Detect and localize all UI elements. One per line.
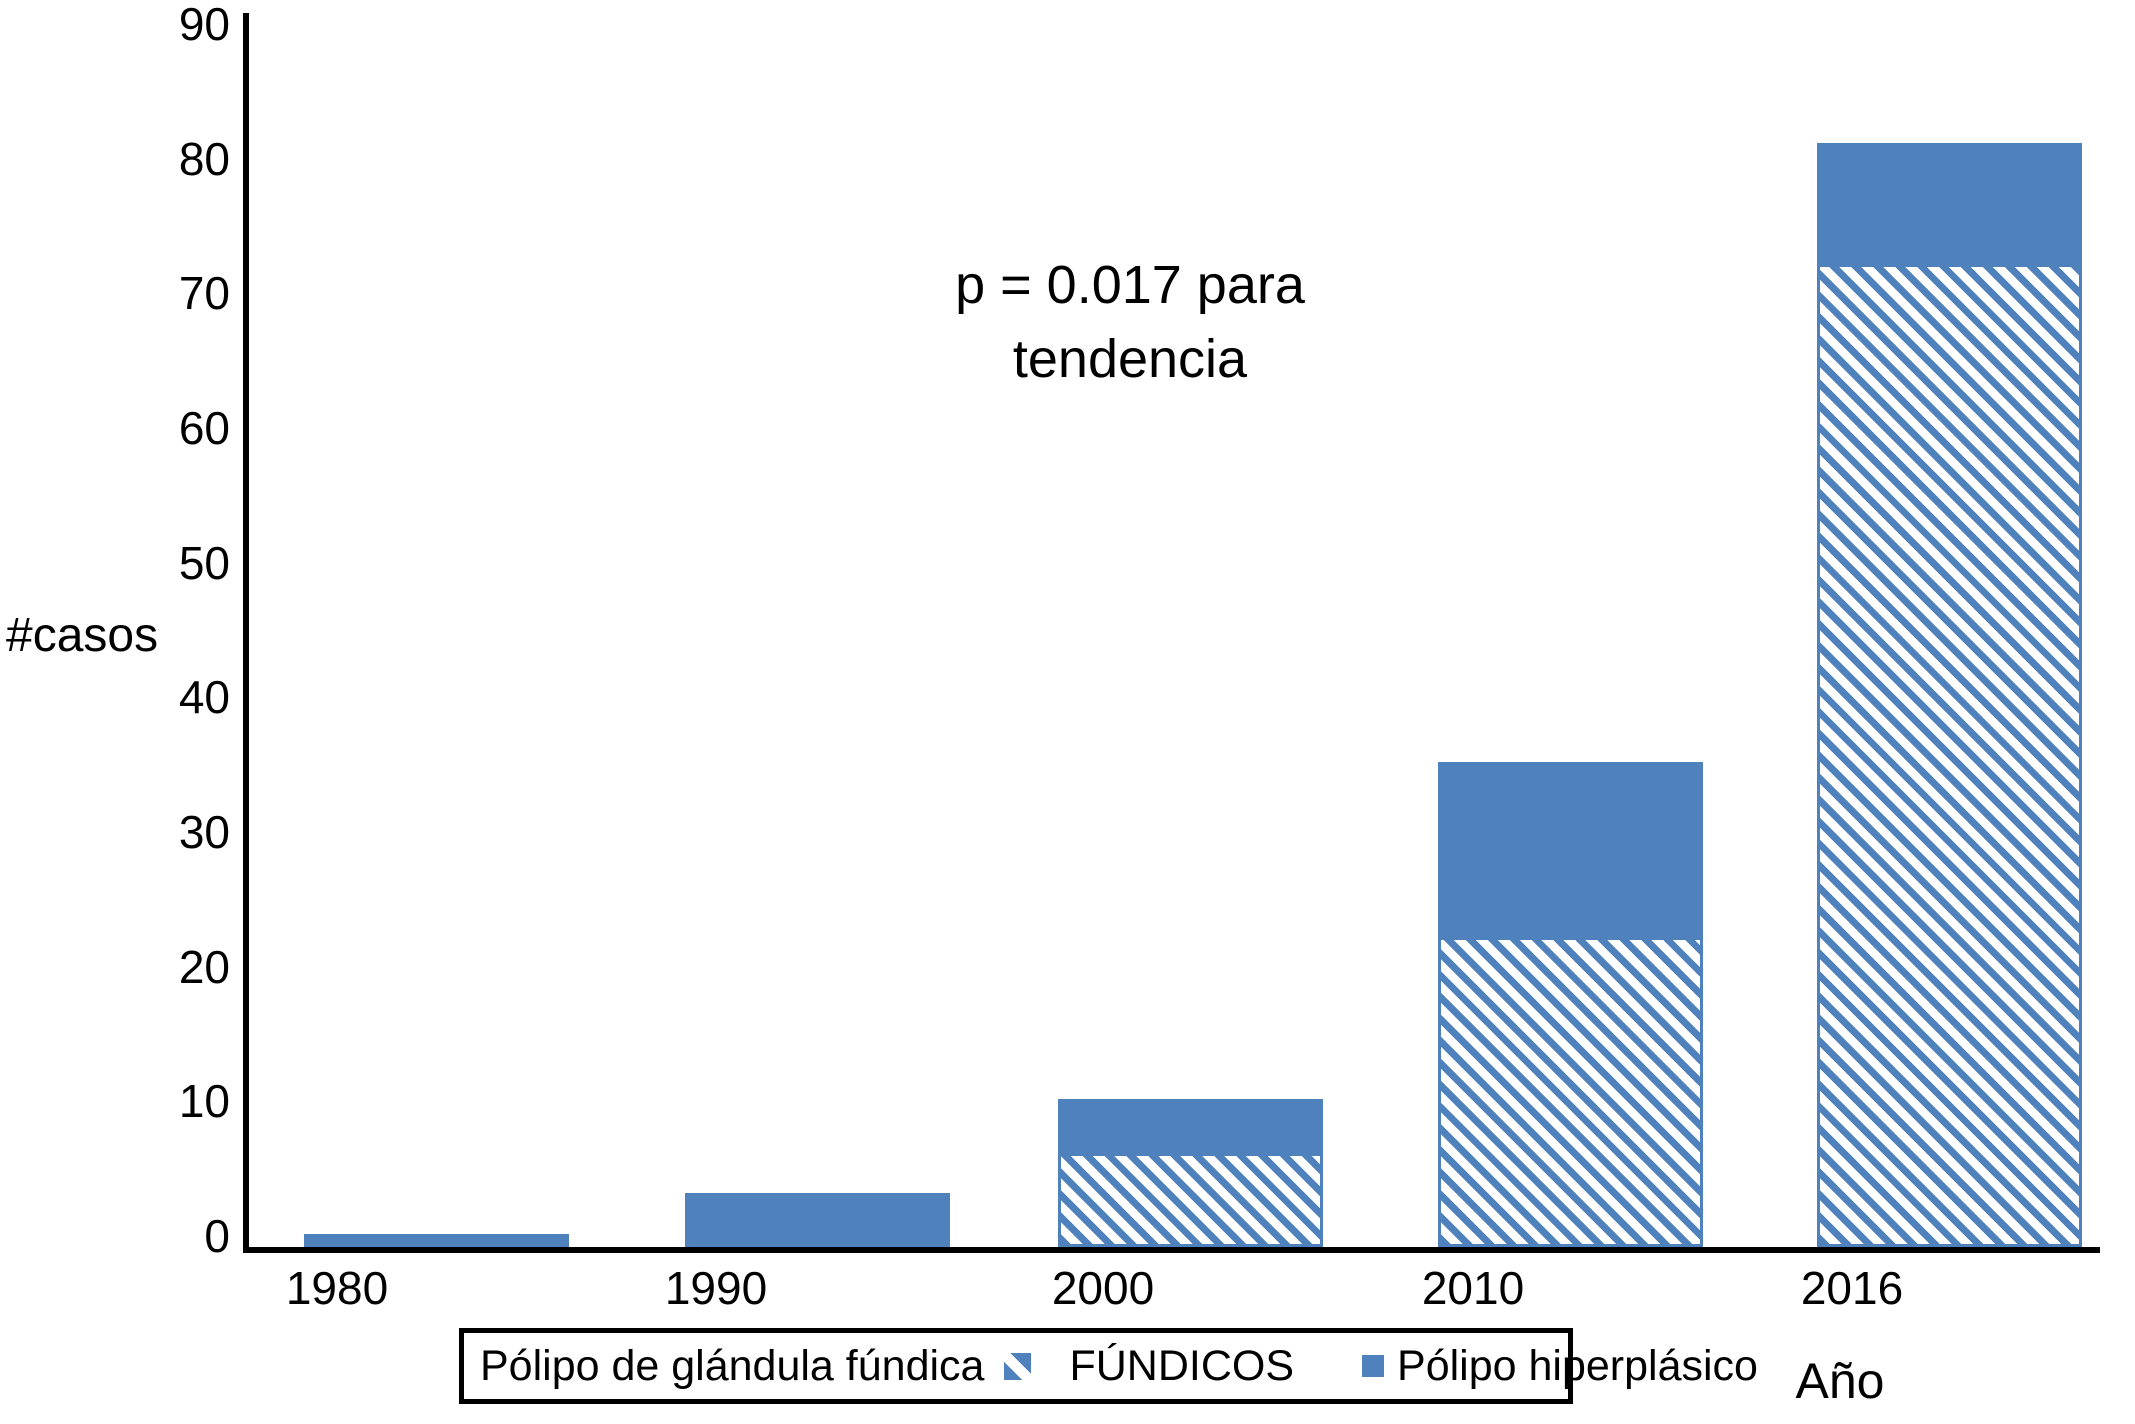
x-tick-label-1980: 1980	[285, 1262, 389, 1314]
solid-swatch-icon	[1362, 1355, 1385, 1377]
y-tick-label-70: 70	[178, 267, 230, 320]
y-tick-label-80: 80	[178, 132, 230, 185]
y-tick-label-60: 60	[178, 401, 230, 454]
bar-2010-hiperplasico-segment	[1438, 762, 1703, 937]
y-axis-title: #casos	[6, 609, 159, 662]
x-axis-line	[243, 1247, 2100, 1253]
y-tick-label-30: 30	[178, 805, 230, 858]
y-tick-label-10: 10	[178, 1075, 230, 1128]
y-axis-line	[243, 13, 249, 1253]
p-value-annotation-line1: p = 0.017 para	[955, 255, 1305, 315]
bar-2016-fundicos-segment	[1817, 264, 2082, 1247]
x-tick-label-2010: 2010	[1421, 1262, 1525, 1314]
y-tick-label-50: 50	[178, 536, 230, 589]
p-value-annotation-line2: tendencia	[1012, 329, 1248, 389]
legend-series1-marker-label: FÚNDICOS	[1069, 1341, 1295, 1390]
legend-series1-label: Pólipo de glándula fúndica	[480, 1341, 985, 1390]
x-tick-label-2016: 2016	[1800, 1262, 1904, 1314]
y-tick-label-90: 90	[178, 0, 230, 50]
bar-2000-fundicos-segment	[1058, 1153, 1323, 1247]
legend-series2-label: Pólipo hiperplásico	[1397, 1341, 1758, 1390]
bar-2010-fundicos-segment	[1438, 937, 1703, 1247]
bar-2000-hiperplasico-segment	[1058, 1099, 1323, 1153]
p-value-annotation: p = 0.017 para tendencia	[830, 248, 1430, 396]
y-tick-label-20: 20	[178, 940, 230, 993]
hatched-swatch-icon	[1004, 1352, 1032, 1380]
y-tick-label-40: 40	[178, 671, 230, 724]
bar-2016-hiperplasico-segment	[1817, 143, 2082, 264]
bar-1990-hiperplasico-segment	[685, 1193, 950, 1247]
x-tick-label-1990: 1990	[664, 1262, 768, 1314]
y-tick-label-0: 0	[204, 1210, 230, 1262]
x-axis-title: Año	[1795, 1353, 1885, 1409]
bar-1980-hiperplasico-segment	[304, 1234, 569, 1247]
x-tick-label-2000: 2000	[1051, 1262, 1155, 1314]
legend-box: Pólipo de glándula fúndica FÚNDICOS Póli…	[459, 1328, 1758, 1404]
